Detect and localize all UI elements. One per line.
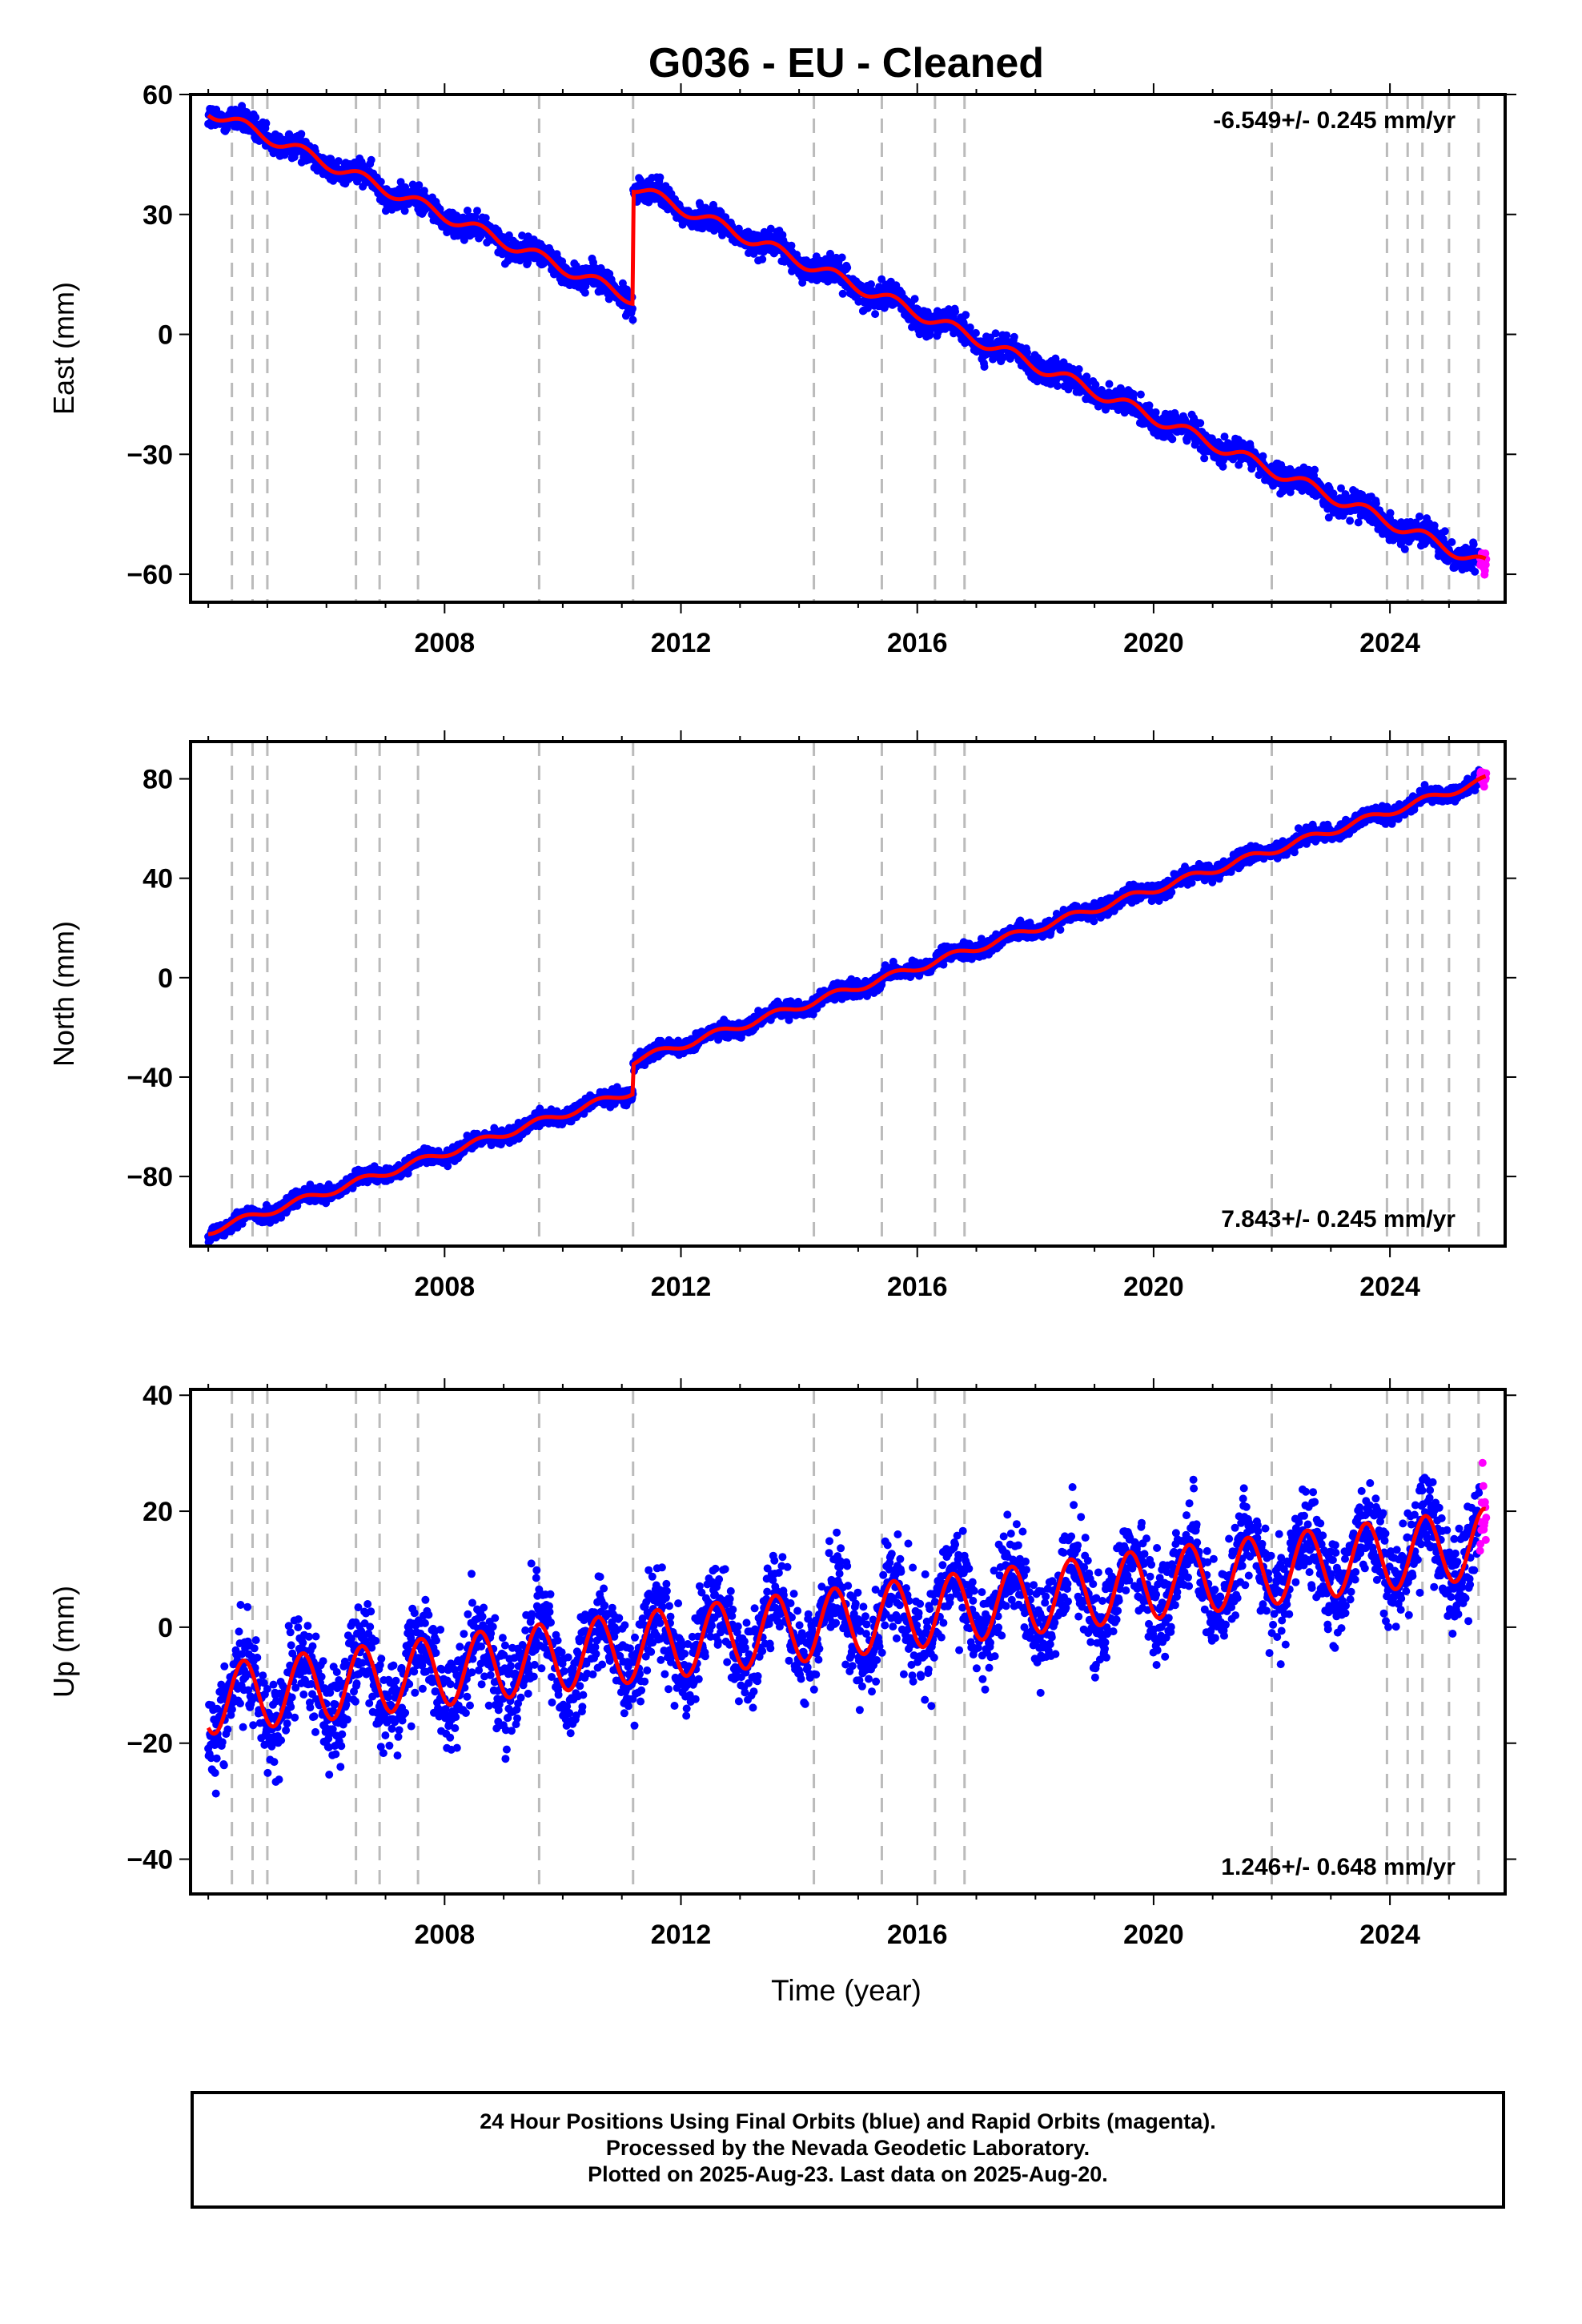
final-point: [348, 1184, 357, 1192]
final-point: [1010, 332, 1018, 341]
final-point: [1447, 538, 1456, 546]
y-tick-label: 60: [143, 80, 173, 111]
x-tick-label: 2016: [887, 628, 948, 658]
final-point: [1323, 505, 1332, 513]
final-point: [1168, 435, 1177, 444]
final-point: [656, 173, 665, 182]
final-point: [966, 323, 974, 332]
final-point: [1400, 545, 1409, 553]
y-tick-label: −60: [126, 560, 173, 590]
final-point: [1136, 390, 1145, 399]
x-tick-label: 2012: [651, 628, 712, 658]
final-point: [420, 187, 428, 195]
final-point: [400, 207, 409, 215]
final-point: [1200, 454, 1209, 463]
model-line: [207, 114, 1487, 561]
final-point: [951, 308, 960, 316]
final-point: [877, 275, 886, 283]
x-tick-label: 2008: [415, 628, 476, 658]
final-point: [297, 130, 306, 139]
y-axis-label: East (mm): [47, 282, 80, 415]
final-point: [251, 113, 260, 122]
final-point: [1469, 540, 1478, 549]
final-point: [547, 247, 555, 256]
y-tick-label: −30: [126, 440, 173, 470]
final-point: [1074, 365, 1083, 373]
final-point: [396, 178, 405, 187]
final-point: [1259, 452, 1267, 460]
final-point: [837, 253, 846, 262]
final-point: [1310, 471, 1319, 480]
final-point: [473, 207, 481, 215]
final-point: [991, 329, 1000, 338]
final-point: [518, 231, 527, 240]
final-point: [1324, 513, 1333, 522]
data-points: [204, 102, 1491, 579]
final-point: [787, 241, 796, 250]
final-point: [838, 289, 847, 298]
final-point: [1002, 331, 1011, 340]
rate-label: -6.549+/- 0.245 mm/yr: [1213, 107, 1456, 134]
final-point: [367, 155, 375, 164]
final-point: [628, 316, 637, 324]
final-point: [334, 157, 343, 166]
final-point: [1346, 517, 1355, 525]
final-point: [766, 224, 775, 233]
final-point: [1091, 380, 1100, 389]
final-point: [580, 288, 589, 297]
final-point: [1440, 527, 1449, 536]
final-point: [1082, 372, 1091, 381]
final-point: [1117, 384, 1126, 393]
final-point: [444, 1162, 452, 1171]
final-point: [1196, 419, 1205, 428]
plot-frame: [189, 93, 1507, 604]
final-point: [843, 263, 852, 272]
final-point: [1471, 567, 1480, 576]
x-tick-label: 2024: [1359, 628, 1420, 658]
final-point: [1311, 465, 1319, 474]
final-point: [1354, 518, 1363, 527]
y-tick-label: 0: [158, 320, 173, 351]
final-point: [1151, 408, 1160, 416]
figure-title: G036 - EU - Cleaned: [648, 40, 1044, 86]
final-point: [1105, 380, 1114, 388]
final-point: [980, 363, 989, 371]
final-point: [798, 279, 807, 287]
rapid-point: [1480, 566, 1489, 575]
final-point: [1129, 390, 1138, 398]
final-point: [463, 207, 472, 215]
final-point: [871, 310, 880, 319]
final-point: [628, 304, 636, 313]
final-point: [1415, 513, 1423, 521]
final-point: [758, 255, 767, 263]
final-point: [867, 280, 875, 288]
y-tick-label: 30: [143, 200, 173, 231]
final-point: [1337, 484, 1345, 493]
final-point: [481, 214, 490, 223]
final-point: [910, 295, 919, 304]
final-point: [1023, 348, 1031, 357]
final-point: [262, 119, 271, 127]
final-point: [1386, 509, 1395, 517]
x-tick-label: 2020: [1123, 628, 1184, 658]
final-point: [1220, 432, 1229, 441]
final-point: [1145, 401, 1154, 410]
final-point: [962, 311, 970, 320]
final-point: [415, 181, 424, 190]
final-point: [971, 328, 980, 337]
final-point: [376, 178, 385, 186]
final-point: [524, 258, 532, 267]
panel-east: 2008 2012 2016 2020 2024 60 30 0 −30 −60 East (mm)…: [47, 80, 1516, 658]
final-point: [1371, 499, 1380, 508]
final-point: [1053, 382, 1062, 390]
final-point: [572, 262, 580, 271]
final-point: [1219, 462, 1227, 471]
